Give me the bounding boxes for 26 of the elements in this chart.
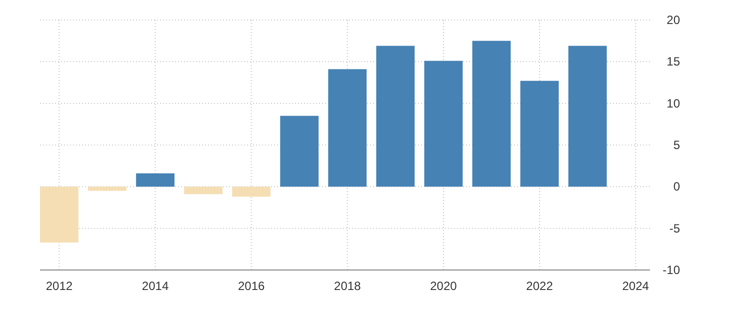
bar <box>328 69 367 187</box>
bar <box>520 80 559 187</box>
bar <box>184 186 223 194</box>
bar <box>40 186 78 242</box>
y-tick-label: -5 <box>669 221 680 236</box>
bar <box>280 116 319 187</box>
x-tick-label: 2014 <box>142 279 169 293</box>
x-tick-label: 2016 <box>238 279 266 293</box>
bar <box>568 46 607 187</box>
x-tick-label: 2022 <box>526 279 554 293</box>
y-tick-label: 0 <box>673 180 680 194</box>
bar <box>424 60 463 187</box>
y-tick-label: 20 <box>666 13 680 27</box>
bar <box>88 186 126 191</box>
y-tick-label: 10 <box>666 96 680 110</box>
x-tick-label: 2012 <box>46 279 73 293</box>
y-tick-label: -10 <box>662 263 680 277</box>
y-tick-label: 15 <box>666 54 680 69</box>
x-tick-label: 2024 <box>622 279 650 293</box>
bar <box>136 173 174 187</box>
x-tick-label: 2020 <box>430 279 458 293</box>
bar <box>472 40 511 187</box>
bar <box>232 186 271 197</box>
y-tick-label: 5 <box>673 138 680 152</box>
bar <box>376 46 415 187</box>
x-tick-label: 2018 <box>334 279 362 293</box>
